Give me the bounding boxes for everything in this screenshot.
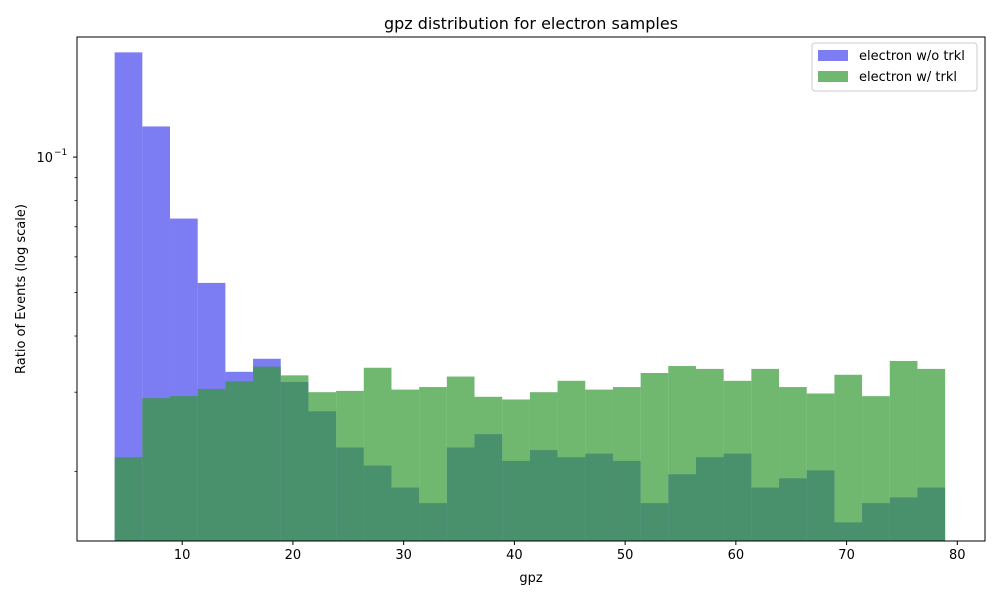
bar-series1-bin-21 [695,368,724,541]
x-tick-label-10: 10 [174,548,191,563]
x-tick-label-20: 20 [285,548,302,563]
bar-series1-bin-20 [668,366,696,541]
chart-title: gpz distribution for electron samples [384,14,678,33]
bar-series1-bin-5 [253,366,281,541]
legend-swatch-without-trkl [818,50,848,61]
bar-series1-bin-6 [280,375,309,541]
y-tick-label-base: 10 [36,151,53,166]
bar-series1-bin-12 [446,376,475,541]
y-axis-ticks: 10 −1 [36,148,77,472]
x-tick-label-70: 70 [838,548,855,563]
bar-series1-bin-3 [197,388,226,541]
plot-area [76,36,986,542]
bar-series1-bin-29 [917,368,946,541]
bar-series1-bin-7 [308,392,337,541]
y-tick-label-exponent: −1 [54,148,67,158]
bar-series1-bin-24 [779,387,807,541]
bar-series1-bin-11 [419,387,447,541]
x-tick-label-50: 50 [617,548,634,563]
bar-series1-bin-22 [723,380,752,541]
bar-series1-bin-2 [170,396,198,541]
bars-layer [114,52,946,542]
bar-series1-bin-8 [336,390,364,541]
bar-series1-bin-23 [751,368,780,541]
x-tick-label-60: 60 [728,548,745,563]
legend-label-with-trkl: electron w/ trkl [859,70,957,85]
bar-series1-bin-17 [585,389,613,541]
bar-series1-bin-26 [834,374,863,541]
x-tick-label-30: 30 [395,548,412,563]
x-tick-label-80: 80 [949,548,966,563]
legend-box [811,42,978,92]
bar-series1-bin-0 [114,457,143,541]
bar-series1-bin-15 [529,392,558,541]
bar-series1-bin-9 [363,367,392,541]
bar-series1-bin-16 [557,380,586,541]
legend: electron w/o trkl electron w/ trkl [811,42,978,92]
bar-series1-bin-25 [806,393,835,541]
bar-series1-bin-13 [474,396,503,541]
bar-series1-bin-18 [612,387,641,541]
bar-series1-bin-14 [502,399,530,541]
series-1 [114,360,946,541]
axes-frame [76,36,986,542]
bar-series1-bin-28 [889,360,918,541]
bar-series1-bin-27 [862,396,890,541]
y-axis-label: Ratio of Events (log scale) [14,204,29,374]
bar-series1-bin-10 [391,389,420,541]
x-axis-label: gpz [519,571,543,586]
legend-label-without-trkl: electron w/o trkl [859,49,965,64]
bar-series1-bin-19 [640,372,669,541]
legend-swatch-with-trkl [818,71,848,82]
x-axis-ticks: 10 20 30 40 50 60 70 80 [174,541,966,563]
bar-series1-bin-1 [142,398,171,541]
x-tick-label-40: 40 [506,548,523,563]
bar-series1-bin-4 [225,381,254,541]
